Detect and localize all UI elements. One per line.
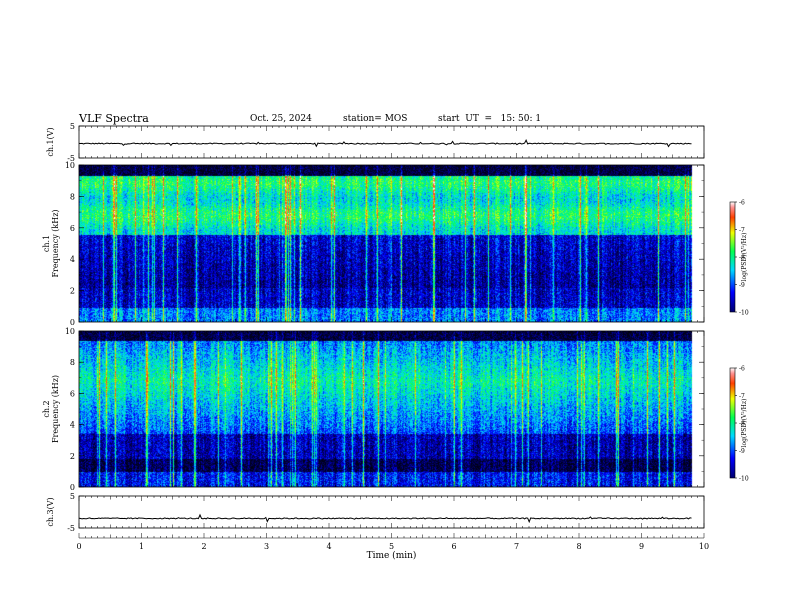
spectrogram-image [79, 165, 704, 322]
x-tick-label: 7 [514, 542, 519, 551]
station-label: station= MOS [343, 114, 408, 124]
y-tick-label: 6 [70, 389, 75, 398]
y-tick-label: 2 [70, 452, 75, 461]
x-tick-label: 10 [699, 542, 709, 551]
start-time-label: start UT = 15: 50: 1 [438, 114, 542, 124]
voltage-series-line [78, 139, 692, 148]
x-tick-label: 4 [326, 542, 331, 551]
y-tick-label: 6 [70, 224, 75, 233]
date-label: Oct. 25, 2024 [250, 114, 312, 124]
y-tick-label: -5 [67, 524, 75, 533]
y-tick-label: 10 [65, 161, 75, 170]
y-axis-label: Frequency (kHz) [51, 375, 60, 443]
y-axis-label: Frequency (kHz) [51, 209, 60, 277]
colorbar-tick-label: -10 [739, 310, 749, 317]
y-tick-label: 4 [70, 255, 75, 264]
colorbar-tick-label: -6 [739, 366, 745, 373]
y-tick-label: 2 [70, 287, 75, 296]
x-tick-label: 9 [639, 542, 644, 551]
y-tick-label: 8 [70, 192, 75, 201]
y-tick-label: 4 [70, 421, 75, 430]
x-tick-label: 3 [264, 542, 269, 551]
y-tick-label: 0 [70, 318, 75, 327]
colorbar-label: log(PSD)(V²/Hz) [741, 233, 748, 282]
colorbar-tick-label: -8 [739, 421, 745, 428]
y-tick-label: 10 [65, 327, 75, 336]
colorbar-tick-label: -9 [739, 282, 745, 289]
colorbar-tick-label: -8 [739, 255, 745, 262]
y-axis-label: ch.3(V) [46, 497, 55, 526]
y-tick-label: 8 [70, 358, 75, 367]
figure-title: VLF Spectra [79, 112, 149, 125]
x-tick-label: 8 [576, 542, 581, 551]
x-tick-label: 2 [201, 542, 206, 551]
colorbar-tick-label: -10 [739, 476, 749, 483]
y-axis-label: ch.1(V) [46, 127, 55, 156]
y-tick-label: -5 [67, 154, 75, 163]
colorbar-tick-label: -7 [739, 393, 745, 400]
voltage-series-line [78, 513, 692, 524]
x-tick-label: 1 [139, 542, 144, 551]
y-axis-label: ch.1 [42, 235, 51, 252]
colorbar-tick-label: -6 [739, 200, 745, 207]
y-axis-label: ch.2 [42, 400, 51, 417]
spectrogram-image [79, 331, 704, 487]
x-axis-label: Time (min) [367, 550, 417, 561]
colorbar-tick-label: -7 [739, 227, 745, 234]
colorbar-2 [729, 367, 736, 479]
y-tick-label: 0 [70, 483, 75, 492]
x-tick-label: 5 [389, 542, 394, 551]
x-tick-label: 0 [76, 542, 81, 551]
x-tick-label: 6 [451, 542, 456, 551]
y-tick-label: 5 [70, 492, 75, 501]
colorbar-1 [729, 201, 736, 313]
colorbar-tick-label: -9 [739, 448, 745, 455]
y-tick-label: 5 [70, 122, 75, 131]
colorbar-label: log(PSD)(V²/Hz) [741, 399, 748, 448]
